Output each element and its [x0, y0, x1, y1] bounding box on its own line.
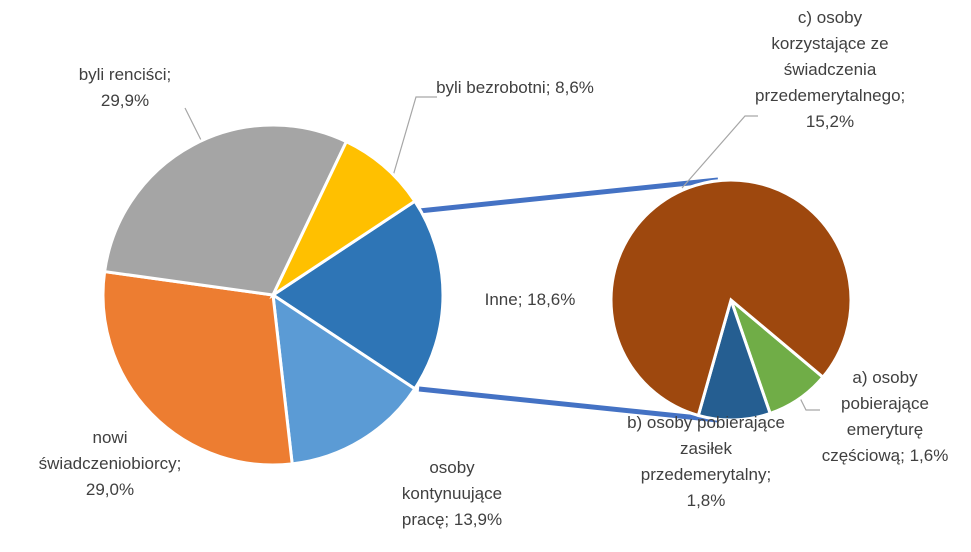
value-label: 15,2%	[805, 112, 855, 131]
category-label: a) osoby pobierające emeryturę częściową…	[821, 368, 929, 465]
pie-slice	[101, 269, 294, 467]
category-label: byli renciści;	[78, 65, 172, 84]
category-label: byli bezrobotni;	[436, 78, 551, 97]
pie-slice	[102, 123, 349, 297]
data-label: Inne; 18,6%	[445, 287, 615, 313]
pie-slice	[609, 178, 853, 418]
leader-line	[681, 115, 758, 189]
data-label: nowi świadczeniobiorcy; 29,0%	[35, 425, 185, 503]
value-label: 18,6%	[527, 290, 576, 309]
connector	[418, 386, 719, 423]
data-label: byli renciści; 29,9%	[55, 62, 195, 114]
value-label: 1,8%	[686, 491, 726, 510]
data-label: b) osoby pobierające zasiłek przedemeryt…	[621, 410, 791, 514]
category-label: b) osoby pobierające zasiłek przedemeryt…	[627, 413, 785, 484]
data-label: c) osoby korzystające ze świadczenia prz…	[755, 5, 905, 135]
leader-line	[392, 96, 437, 177]
category-label: Inne;	[484, 290, 523, 309]
value-label: 8,6%	[555, 78, 594, 97]
category-label: nowi świadczeniobiorcy;	[38, 428, 182, 473]
data-label: osoby kontynuujące pracę; 13,9%	[387, 455, 517, 533]
pie-slice	[270, 199, 445, 391]
value-label: 13,9%	[453, 510, 503, 529]
value-label: 1,6%	[909, 446, 949, 465]
value-label: 29,9%	[100, 91, 150, 110]
pie-slice	[271, 291, 417, 466]
connector	[418, 177, 719, 214]
category-label: c) osoby korzystające ze świadczenia prz…	[755, 8, 906, 105]
pie-slice	[269, 139, 417, 300]
data-label: byli bezrobotni; 8,6%	[430, 75, 600, 101]
category-label: osoby kontynuujące pracę;	[401, 458, 503, 529]
data-label: a) osoby pobierające emeryturę częściową…	[815, 365, 955, 469]
value-label: 29,0%	[85, 480, 135, 499]
